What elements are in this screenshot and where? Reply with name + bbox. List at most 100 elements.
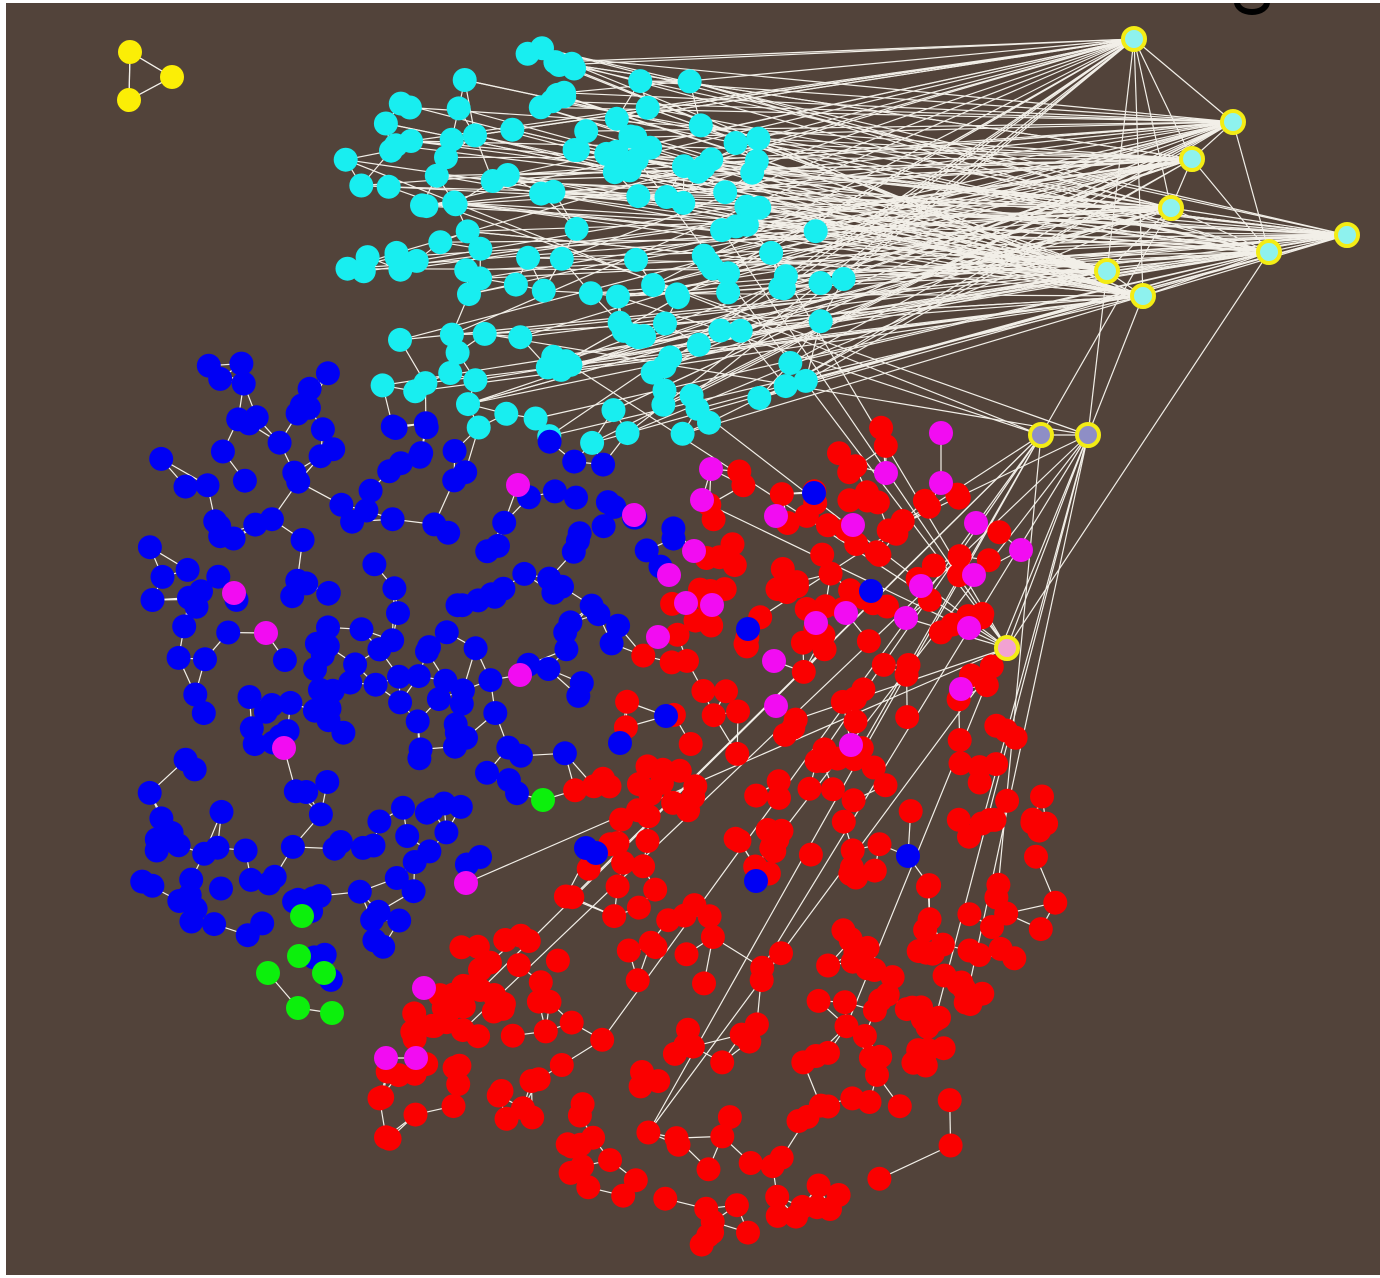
- node-cyan: [439, 322, 464, 347]
- node-cyan: [635, 95, 660, 120]
- node-blue: [209, 876, 233, 901]
- node-blue: [377, 459, 402, 484]
- node-cyan: [503, 272, 528, 297]
- node-cyan: [531, 278, 556, 303]
- node-blue: [177, 883, 202, 908]
- node-blue: [409, 441, 434, 466]
- node-magenta: [839, 733, 863, 757]
- node-red: [537, 989, 562, 1014]
- node-cyan: [384, 240, 409, 265]
- node-magenta: [929, 421, 953, 445]
- node-red: [1003, 725, 1028, 750]
- node-cyan: [516, 245, 541, 270]
- hub-node: [1121, 26, 1147, 52]
- hub-edge: [466, 234, 1348, 271]
- node-red: [770, 557, 795, 581]
- node-red: [894, 662, 919, 687]
- node-red: [759, 836, 784, 860]
- hub-link-edge: [1170, 207, 1348, 236]
- node-cyan: [456, 392, 480, 417]
- node-blue: [413, 411, 438, 436]
- node-cyan: [773, 374, 798, 399]
- hub-edge: [388, 186, 1089, 436]
- node-red: [722, 553, 747, 578]
- node-cyan: [399, 129, 423, 153]
- node-magenta: [674, 591, 698, 615]
- node-blue: [579, 593, 604, 618]
- hub-edge: [652, 158, 1193, 286]
- node-red: [700, 925, 725, 949]
- hub-edge: [399, 251, 1270, 341]
- node-red: [447, 1053, 472, 1078]
- node-red: [696, 1157, 721, 1182]
- hub-edge: [551, 100, 1172, 209]
- node-blue: [310, 417, 335, 442]
- node-blue: [250, 911, 275, 936]
- node-cyan: [594, 141, 619, 166]
- node-cyan: [605, 284, 630, 309]
- node-blue: [542, 479, 567, 504]
- node-red: [921, 553, 946, 578]
- node-blue: [195, 473, 220, 498]
- node-red: [489, 1079, 514, 1103]
- node-red: [953, 990, 978, 1015]
- node-blue: [283, 779, 308, 804]
- node-red: [937, 1088, 962, 1113]
- node-red: [969, 811, 994, 836]
- node-blue: [478, 668, 503, 693]
- node-red: [605, 831, 630, 856]
- node-yellow: [160, 65, 184, 89]
- node-cyan: [388, 327, 412, 352]
- node-red: [840, 838, 865, 863]
- node-red: [500, 1023, 525, 1048]
- node-cyan: [508, 325, 533, 350]
- node-cyan: [443, 192, 468, 217]
- node-cyan: [455, 219, 480, 244]
- node-cyan: [413, 371, 438, 396]
- node-red: [665, 622, 690, 647]
- node-blue: [736, 617, 760, 641]
- node-blue: [280, 834, 305, 859]
- node-red: [887, 1094, 912, 1119]
- node-blue: [233, 838, 258, 863]
- node-red: [643, 877, 668, 902]
- node-magenta: [929, 471, 953, 495]
- node-cyan: [747, 195, 772, 220]
- node-red: [465, 934, 490, 959]
- node-red: [765, 1184, 790, 1209]
- node-red: [816, 953, 841, 978]
- hub-link-edge: [1133, 38, 1193, 160]
- node-blue: [180, 587, 205, 612]
- node-red: [466, 1024, 491, 1049]
- node-blue: [166, 645, 191, 670]
- node-red: [818, 561, 843, 586]
- hub-edge: [549, 295, 1144, 437]
- node-cyan: [624, 247, 648, 272]
- hub-edge: [561, 258, 1108, 272]
- node-cyan: [480, 169, 505, 193]
- node-cyan: [601, 398, 626, 423]
- node-blue: [608, 731, 632, 755]
- node-green: [531, 788, 555, 812]
- node-cyan: [564, 216, 589, 241]
- node-red: [974, 673, 999, 698]
- node-red: [767, 785, 791, 810]
- node-magenta: [762, 649, 786, 673]
- node-red: [783, 707, 808, 732]
- node-red: [769, 941, 793, 966]
- node-blue: [536, 657, 561, 681]
- node-red: [750, 955, 775, 980]
- node-cyan: [602, 160, 627, 185]
- node-blue: [591, 514, 616, 539]
- node-magenta: [690, 488, 714, 512]
- node-green: [256, 961, 280, 985]
- hub-edge: [664, 295, 1144, 367]
- node-magenta: [699, 457, 723, 481]
- node-blue: [417, 839, 442, 864]
- hub-node: [1158, 195, 1184, 221]
- hub-edge: [623, 251, 1270, 332]
- node-cyan: [463, 123, 487, 148]
- node-red: [948, 751, 973, 776]
- node-red: [873, 433, 898, 458]
- node-blue: [468, 845, 493, 869]
